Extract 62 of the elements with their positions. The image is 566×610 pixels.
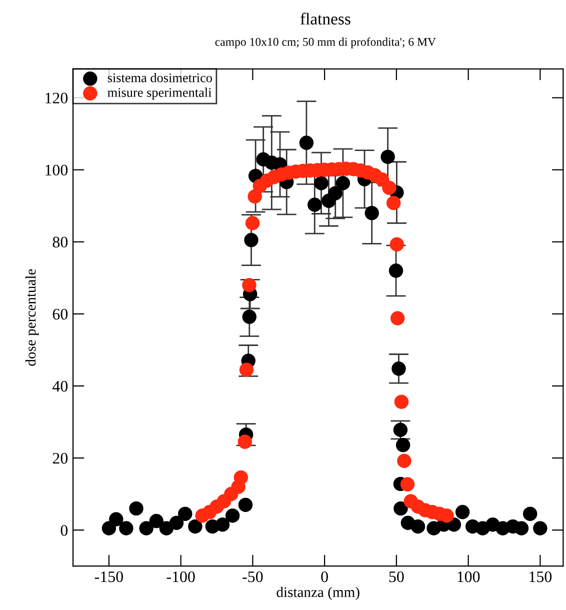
point	[397, 454, 412, 468]
point	[400, 477, 415, 492]
legend-label: misure sperimentali	[108, 88, 212, 100]
point	[394, 394, 409, 409]
point	[522, 506, 538, 521]
point	[215, 518, 230, 532]
point	[392, 362, 406, 376]
point	[390, 237, 404, 252]
point	[225, 508, 240, 523]
y-tick-label: 120	[46, 92, 68, 104]
point	[299, 136, 314, 150]
x-tick-label: -100	[166, 571, 195, 582]
legend-label: sistema dosimetrico	[108, 72, 212, 82]
point	[109, 512, 124, 526]
point	[129, 501, 144, 516]
point	[386, 196, 401, 210]
point	[188, 519, 202, 534]
point	[336, 176, 350, 190]
point	[178, 506, 192, 521]
point	[245, 216, 260, 230]
x-tick-label: 100	[458, 571, 480, 582]
y-tick-label: 20	[52, 452, 68, 464]
point	[328, 186, 342, 200]
x-tick-label: 0	[321, 571, 328, 582]
point	[238, 498, 253, 512]
y-axis-title: dose percentuale	[25, 269, 39, 366]
point	[234, 470, 248, 485]
point	[514, 521, 529, 536]
x-tick-label: 150	[530, 571, 552, 582]
point	[239, 362, 254, 377]
point	[396, 438, 410, 452]
x-tick-label: -50	[242, 571, 263, 582]
x-tick-label: 50	[389, 571, 404, 582]
point	[149, 514, 164, 528]
point	[455, 504, 470, 520]
point	[382, 180, 396, 195]
chart-subtitle: campo 10x10 cm; 50 mm di profondita'; 6 MV	[215, 37, 436, 48]
point	[410, 519, 426, 534]
y-tick-label: 40	[52, 380, 68, 392]
x-tick-label: -150	[94, 571, 123, 582]
point	[364, 206, 379, 220]
point	[314, 176, 328, 190]
point	[119, 521, 134, 536]
point	[139, 521, 154, 536]
point	[440, 508, 454, 523]
point	[380, 150, 395, 164]
chart-title: flatness	[300, 12, 350, 25]
point	[390, 311, 405, 326]
point	[169, 516, 184, 530]
y-tick-label: 0	[60, 524, 68, 536]
point	[242, 310, 256, 324]
point	[238, 434, 252, 449]
y-tick-label: 60	[52, 308, 68, 320]
x-axis-title: distanza (mm)	[276, 586, 360, 600]
point	[242, 278, 256, 292]
y-tick-label: 100	[46, 164, 68, 176]
point	[533, 521, 548, 536]
point	[244, 232, 258, 248]
point	[308, 198, 322, 212]
point	[394, 501, 408, 516]
point	[388, 264, 404, 278]
y-tick-label: 80	[52, 236, 68, 248]
